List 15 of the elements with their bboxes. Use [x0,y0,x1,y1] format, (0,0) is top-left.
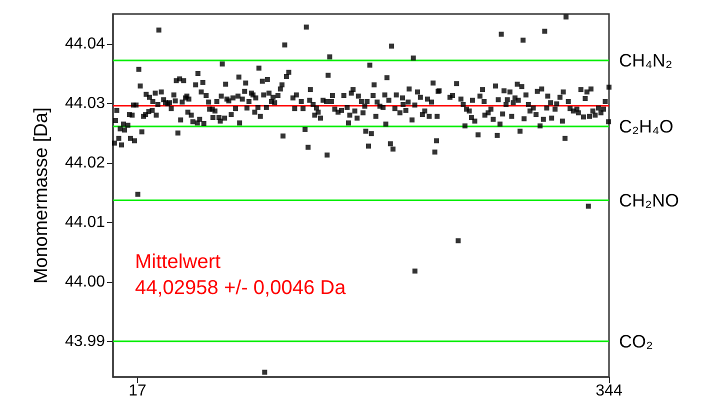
y-tick-label: 44.00 [64,273,106,290]
annotation: 44,02958 +/- 0,0046 Da [135,277,347,299]
ref-line-label: CH₄N₂ [619,50,672,70]
y-tick-label: 44.02 [64,154,106,172]
y-tick-label: 44.01 [64,214,106,231]
annotation: Mittelwert [135,251,222,273]
x-tick-label: 344 [596,382,622,400]
ref-line-label: C₂H₄O [619,116,674,136]
ref-line-label: CO₂ [619,331,653,352]
x-tick-label: 17 [128,382,147,400]
y-tick-label: 44.03 [64,94,106,112]
ref-line-label: CH₂NO [619,190,679,210]
y-tick-label: 43.99 [64,332,106,350]
y-axis-title: Monomermasse [Da] [31,107,52,284]
y-tick-label: 44.04 [64,35,106,52]
